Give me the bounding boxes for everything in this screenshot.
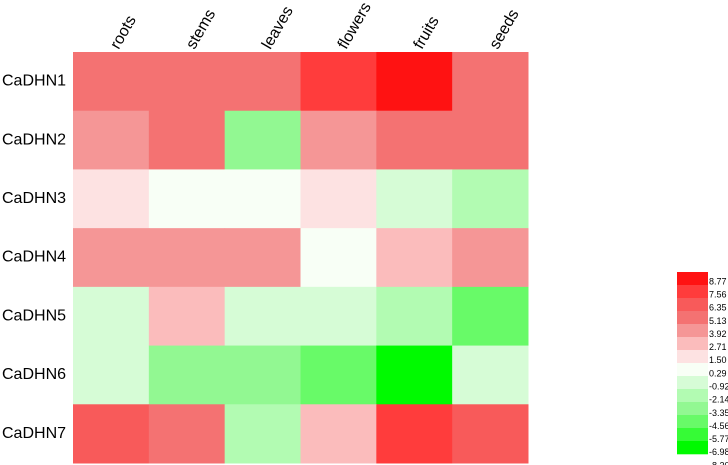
heatmap-cell: [148, 52, 226, 112]
heatmap-cell: [376, 228, 453, 288]
legend-tick-label: 1.50: [709, 355, 727, 365]
legend-swatch: [677, 285, 708, 299]
heatmap-cell: [224, 286, 301, 347]
heatmap-cell: [224, 404, 301, 464]
legend-tick-label: -6.98: [709, 447, 728, 457]
heatmap-cell: [376, 404, 453, 464]
legend-tick-label: -3.35: [709, 408, 728, 418]
heatmap-cell: [376, 169, 453, 229]
heatmap-cell: [73, 345, 150, 405]
legend-swatch: [677, 376, 708, 390]
column-label: seeds: [486, 7, 522, 52]
heatmap-cell: [376, 345, 453, 405]
legend-tick-label: -8.20: [709, 460, 728, 465]
heatmap-cell: [148, 286, 226, 347]
heatmap-cell: [300, 52, 377, 112]
heatmap-cell: [73, 404, 150, 464]
heatmap-cell: [300, 286, 377, 347]
legend-tick-label: -4.56: [709, 421, 728, 431]
heatmap-cell: [148, 169, 226, 229]
legend-swatch: [677, 311, 708, 325]
heatmap-cell: [224, 52, 301, 112]
column-label: flowers: [335, 0, 375, 52]
legend-swatch: [677, 272, 708, 286]
heatmap-cell: [452, 286, 529, 347]
legend-swatch: [677, 363, 708, 377]
heatmap-cell: [300, 169, 377, 229]
legend-tick-label: 5.13: [709, 316, 727, 326]
heatmap-cell: [73, 52, 150, 112]
row-label: CaDHN6: [2, 366, 66, 383]
legend-swatch: [677, 298, 708, 312]
column-label: stems: [183, 7, 219, 52]
legend-tick-label: 0.29: [709, 368, 727, 378]
row-label: CaDHN4: [2, 249, 66, 266]
heatmap-cell: [452, 169, 529, 229]
legend-swatch: [677, 350, 708, 364]
legend-tick-label: 7.56: [709, 290, 727, 300]
legend-tick-label: -0.92: [709, 382, 728, 392]
row-label: CaDHN3: [2, 190, 66, 207]
column-label: roots: [107, 13, 140, 52]
heatmap-cell: [452, 228, 529, 288]
legend-swatch: [677, 389, 708, 403]
legend-tick-label: 6.35: [709, 303, 727, 313]
legend-tick-label: -2.14: [709, 395, 728, 405]
column-label: leaves: [259, 4, 297, 53]
heatmap-cell: [376, 286, 453, 347]
heatmap-cell: [452, 52, 529, 112]
legend-swatch: [677, 402, 708, 416]
legend-swatch: [677, 337, 708, 351]
heatmap-cell: [73, 286, 150, 347]
legend-swatch: [677, 324, 708, 338]
column-label: fruits: [411, 14, 443, 53]
row-label: CaDHN2: [2, 131, 66, 148]
legend-tick-label: 3.92: [709, 329, 727, 339]
heatmap-cell: [73, 169, 150, 229]
legend-tick-label: 2.71: [709, 342, 727, 352]
heatmap-cell: [300, 110, 377, 170]
legend-swatch: [677, 415, 708, 429]
legend-tick-label: -5.77: [709, 434, 728, 444]
heatmap-cell: [376, 52, 453, 112]
heatmap-cell: [148, 345, 226, 405]
heatmap-cell: [73, 228, 150, 288]
heatmap-cell: [148, 228, 226, 288]
heatmap-cell: [376, 110, 453, 170]
heatmap-cell: [452, 110, 529, 170]
heatmap-cell: [300, 345, 377, 405]
heatmap-cell: [300, 228, 377, 288]
heatmap-cell: [224, 169, 301, 229]
heatmap-cell: [148, 110, 226, 170]
heatmap-cell: [452, 404, 529, 464]
legend-swatch: [677, 428, 708, 442]
legend-swatch: [677, 441, 708, 455]
heatmap-cell: [452, 345, 529, 405]
heatmap-cell: [148, 404, 226, 464]
heatmap-cell: [224, 345, 301, 405]
row-label: CaDHN7: [2, 425, 66, 442]
heatmap-cell: [224, 228, 301, 288]
row-label: CaDHN1: [2, 73, 66, 90]
legend-tick-label: 8.77: [709, 276, 727, 286]
row-label: CaDHN5: [2, 307, 66, 324]
heatmap-cell: [73, 110, 150, 170]
heatmap-cell: [224, 110, 301, 170]
heatmap-cell: [300, 404, 377, 464]
